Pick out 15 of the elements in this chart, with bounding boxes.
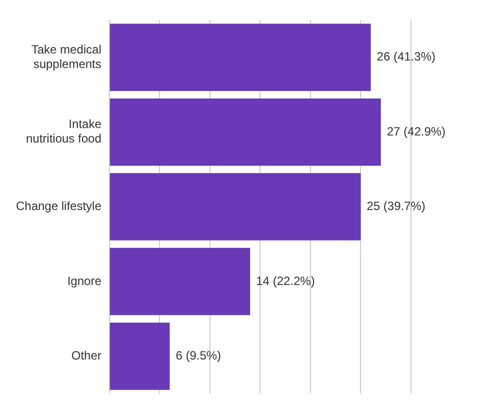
y-tick-label: Take medical supplements <box>31 42 102 71</box>
data-label: 14 (22.2%) <box>256 274 315 288</box>
y-tick-label: Change lifestyle <box>16 199 102 214</box>
data-label: 6 (9.5%) <box>176 348 222 363</box>
y-tick-label: Ignore <box>67 274 102 288</box>
bar <box>110 322 170 390</box>
bar <box>110 173 361 240</box>
data-label: 25 (39.7%) <box>366 199 426 214</box>
y-tick-label: Intake nutritious food <box>26 117 102 146</box>
bar <box>110 248 250 316</box>
data-label: 27 (42.9%) <box>386 124 446 138</box>
bar <box>110 98 381 166</box>
data-label: 26 (41.3%) <box>376 50 436 64</box>
y-tick-label: Other <box>71 348 102 363</box>
bar <box>110 24 371 91</box>
